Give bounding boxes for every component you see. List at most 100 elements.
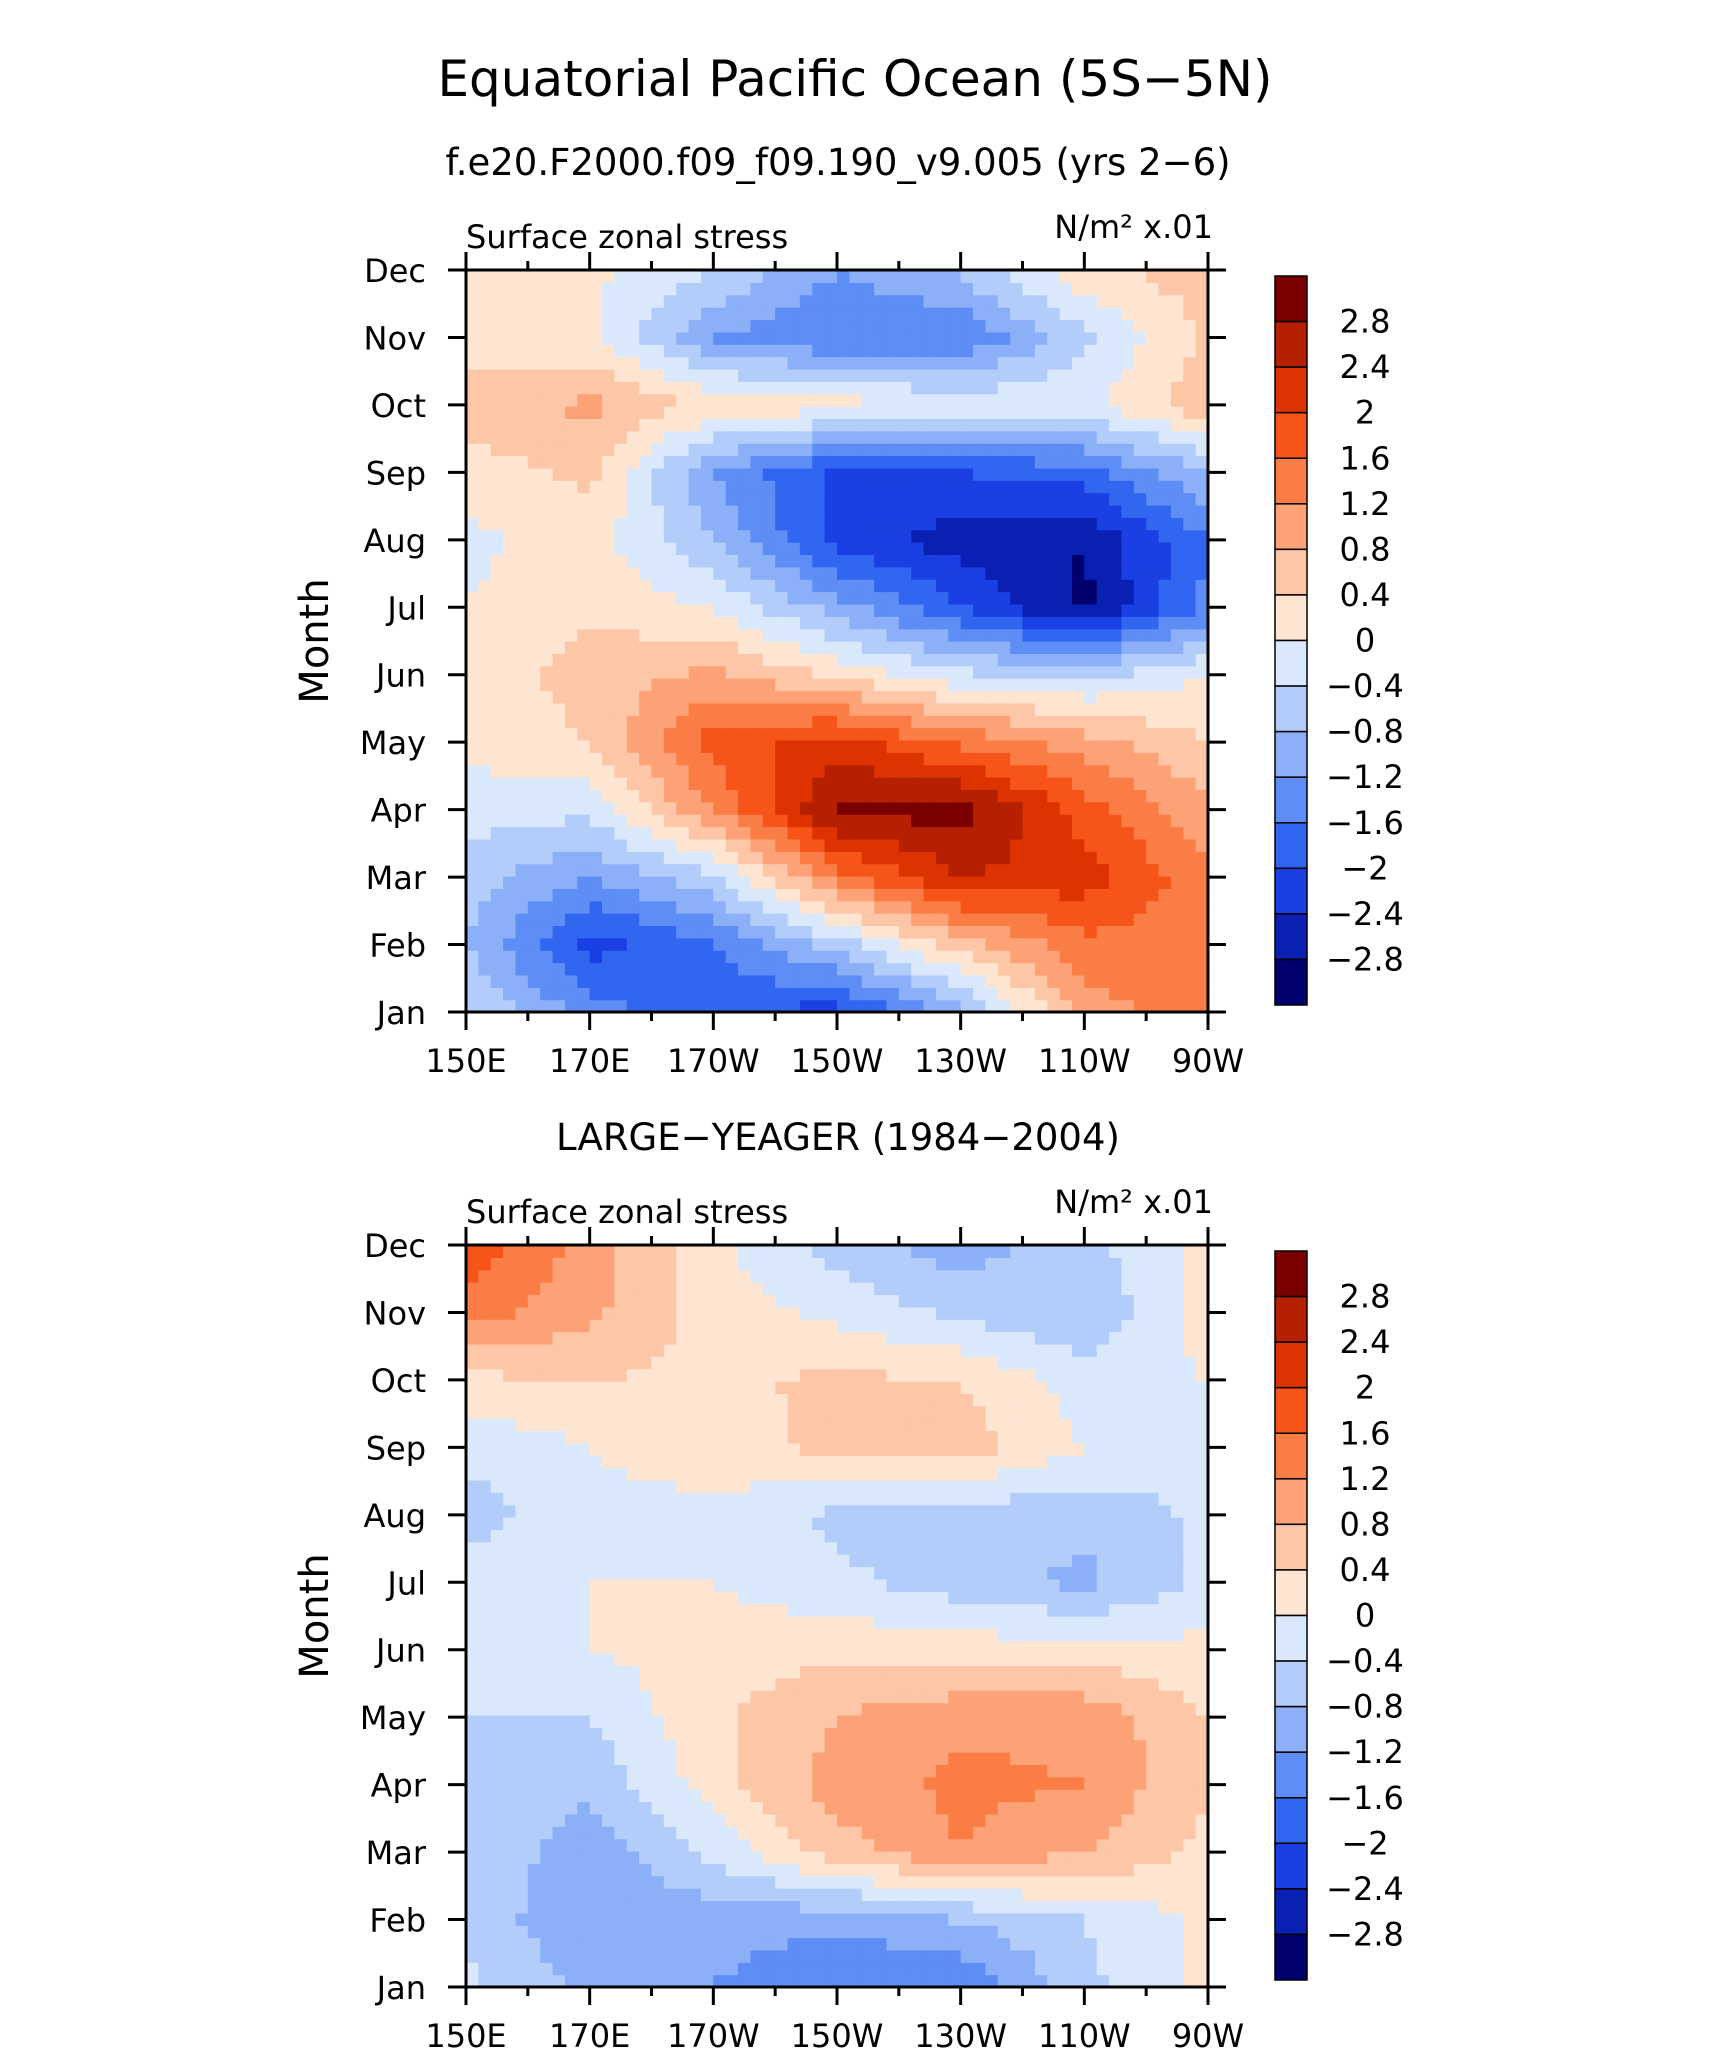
contour-cell	[948, 628, 962, 642]
colorbar-box	[1274, 320, 1308, 368]
contour-cell	[960, 1850, 974, 1864]
contour-cell	[1084, 752, 1098, 766]
contour-cell	[1010, 1962, 1024, 1976]
contour-cell	[676, 331, 690, 345]
contour-cell	[503, 1764, 517, 1778]
contour-cell	[1146, 777, 1160, 790]
contour-cell	[688, 1826, 702, 1840]
contour-cell	[1096, 1801, 1110, 1815]
contour-cell	[849, 344, 863, 358]
contour-cell	[874, 1739, 888, 1753]
contour-cell	[1096, 480, 1110, 494]
contour-cell	[552, 1925, 566, 1939]
contour-cell	[1047, 925, 1061, 939]
contour-cell	[861, 789, 875, 803]
contour-cell	[1010, 814, 1024, 828]
contour-cell	[540, 1826, 554, 1840]
contour-cell	[626, 1937, 640, 1951]
contour-cell	[1010, 1752, 1024, 1765]
contour-cell	[935, 764, 949, 778]
contour-cell	[799, 1888, 813, 1902]
contour-cell	[935, 344, 949, 358]
contour-cell	[849, 1962, 863, 1976]
contour-cell	[552, 801, 566, 815]
contour-cell	[478, 826, 492, 840]
contour-cell	[911, 987, 925, 1001]
contour-cell	[923, 875, 937, 889]
contour-cell	[564, 282, 578, 296]
contour-cell	[1170, 814, 1184, 828]
contour-cell	[725, 814, 739, 828]
contour-cell	[540, 875, 554, 889]
contour-cell	[997, 1739, 1011, 1753]
contour-cell	[1034, 381, 1048, 395]
contour-cell	[1170, 851, 1184, 865]
contour-cell	[676, 480, 690, 494]
contour-cell	[478, 962, 492, 976]
contour-cell	[1146, 863, 1160, 877]
contour-cell	[799, 418, 813, 432]
contour-cell	[1096, 863, 1110, 877]
contour-cell	[911, 851, 925, 865]
contour-cell	[589, 270, 603, 283]
contour-cell	[898, 752, 912, 766]
contour-cell	[799, 319, 813, 333]
contour-cell	[948, 1949, 962, 1963]
contour-cell	[874, 987, 888, 1001]
contour-cell	[1047, 628, 1061, 642]
contour-cell	[973, 368, 986, 382]
contour-cell	[1010, 1900, 1024, 1914]
contour-cell	[1195, 319, 1209, 333]
contour-cell	[787, 455, 801, 469]
contour-cell	[503, 1875, 517, 1889]
contour-cell	[799, 603, 813, 617]
contour-cell	[1170, 727, 1184, 741]
contour-cell	[799, 678, 813, 692]
contour-cell	[725, 356, 739, 370]
contour-cell	[775, 764, 789, 778]
contour-cell	[713, 1801, 727, 1815]
contour-cell	[799, 1801, 813, 1815]
contour-cell	[1170, 492, 1184, 506]
contour-cell	[960, 368, 974, 382]
contour-cell	[639, 294, 653, 308]
contour-cell	[1158, 814, 1172, 828]
contour-cell	[762, 1776, 776, 1790]
contour-cell	[676, 739, 690, 753]
contour-cell	[1047, 826, 1061, 840]
contour-cell	[490, 270, 504, 283]
contour-cell	[713, 430, 727, 444]
contour-cell	[700, 455, 714, 469]
contour-cell	[738, 987, 752, 1001]
contour-cell	[490, 455, 504, 469]
contour-cell	[700, 925, 714, 939]
contour-cell	[1059, 1826, 1073, 1840]
contour-cell	[663, 974, 677, 988]
contour-cell	[1022, 628, 1036, 642]
contour-cell	[874, 875, 888, 889]
contour-cell	[688, 764, 702, 778]
contour-cell	[762, 616, 776, 630]
contour-cell	[614, 913, 628, 927]
contour-cell	[1034, 789, 1048, 803]
contour-cell	[1158, 1727, 1172, 1741]
contour-cell	[837, 517, 850, 531]
contour-cell	[688, 863, 702, 877]
contour-cell	[1022, 1727, 1036, 1741]
contour-cell	[725, 579, 739, 593]
contour-cell	[1022, 294, 1036, 308]
contour-cell	[552, 1937, 566, 1951]
contour-cell	[985, 913, 999, 927]
contour-cell	[1034, 1850, 1048, 1864]
contour-cell	[874, 1949, 888, 1963]
contour-cell	[700, 962, 714, 976]
contour-cell	[824, 1826, 838, 1840]
contour-cell	[577, 331, 591, 345]
contour-cell	[1096, 1949, 1110, 1963]
contour-cell	[775, 381, 789, 395]
contour-cell	[577, 962, 591, 976]
contour-cell	[1022, 418, 1036, 432]
contour-cell	[1170, 616, 1184, 630]
contour-cell	[799, 826, 813, 840]
contour-cell	[935, 900, 949, 914]
